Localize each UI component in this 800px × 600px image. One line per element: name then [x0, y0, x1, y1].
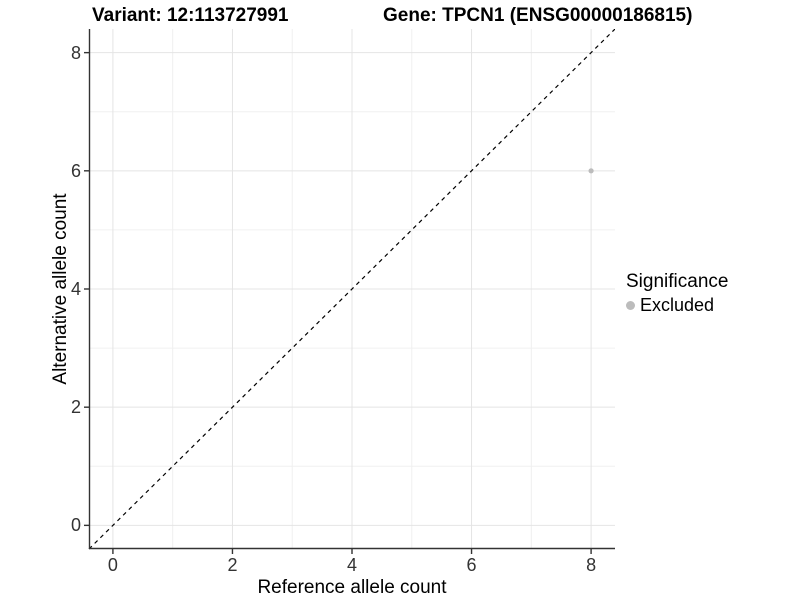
- variant-title: Variant: 12:113727991: [92, 5, 289, 26]
- x-tick-label: 0: [107, 555, 118, 575]
- y-tick-label: 4: [70, 279, 81, 299]
- legend-title: Significance: [626, 271, 729, 292]
- y-tick-label: 0: [70, 515, 81, 536]
- x-tick-label: 4: [346, 555, 357, 575]
- x-tick-label: 2: [227, 555, 238, 575]
- y-tick-label: 6: [70, 160, 81, 181]
- x-axis-title: Reference allele count: [257, 577, 447, 598]
- y-tick-label: 2: [70, 397, 81, 418]
- x-tick-label: 8: [586, 555, 597, 575]
- scatter-plot-canvas: [84, 28, 616, 554]
- y-tick-label: 8: [70, 42, 81, 63]
- data-point: [588, 168, 594, 174]
- legend: Significance Excluded: [626, 270, 728, 316]
- excluded-point-icon: [626, 301, 635, 310]
- plot-panel: [84, 28, 616, 555]
- x-tick-label: 6: [466, 555, 477, 575]
- legend-item-label: Excluded: [640, 295, 715, 315]
- y-axis-title: Alternative allele count: [50, 193, 71, 385]
- legend-item-excluded: Excluded: [626, 295, 728, 316]
- gene-title: Gene: TPCN1 (ENSG00000186815): [383, 5, 693, 26]
